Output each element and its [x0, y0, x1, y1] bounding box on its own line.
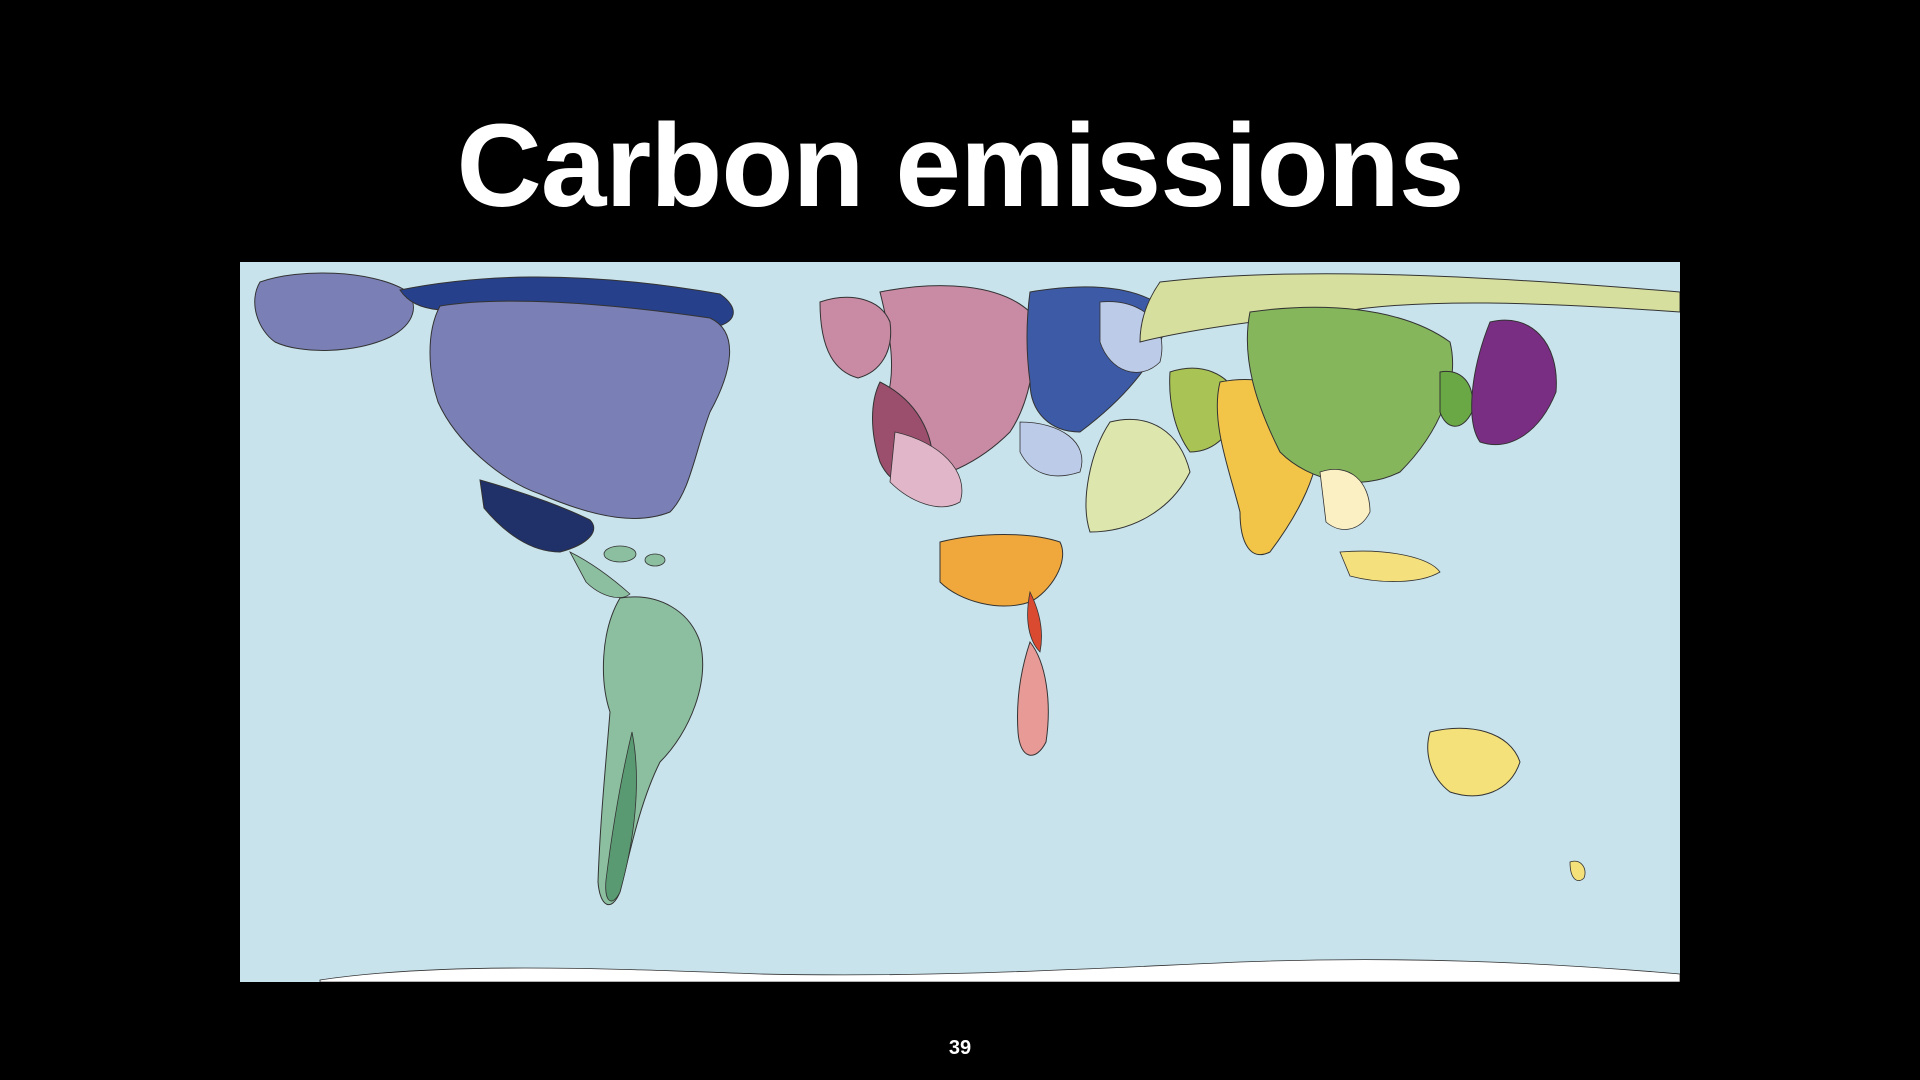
- region-iberia: [889, 431, 963, 508]
- region-central-america: [569, 551, 631, 598]
- region-southeast-asia: [1319, 469, 1371, 530]
- region-usa: [429, 300, 731, 519]
- region-alaska: [254, 272, 414, 351]
- region-indonesia: [1339, 550, 1441, 582]
- cartogram-map: [240, 262, 1680, 982]
- region-mexico: [479, 479, 595, 553]
- region-new-zealand: [1569, 860, 1586, 881]
- region-japan: [1471, 319, 1557, 446]
- region-central-africa: [1027, 590, 1042, 653]
- region-china: [1246, 306, 1454, 483]
- region-south-africa: [1017, 640, 1049, 756]
- region-chile-argentina: [605, 731, 637, 902]
- region-north-africa: [939, 534, 1064, 607]
- region-cuba: [603, 545, 637, 563]
- region-middle-east: [1085, 418, 1191, 533]
- region-russia: [1139, 273, 1680, 343]
- region-australia: [1427, 727, 1521, 797]
- region-uk: [819, 296, 892, 379]
- world-cartogram-svg: [240, 262, 1680, 982]
- slide-title: Carbon emissions: [456, 100, 1465, 232]
- page-number: 39: [948, 1037, 972, 1059]
- antarctica: [319, 959, 1680, 982]
- region-hispaniola: [644, 553, 666, 567]
- region-balkans: [1019, 421, 1083, 477]
